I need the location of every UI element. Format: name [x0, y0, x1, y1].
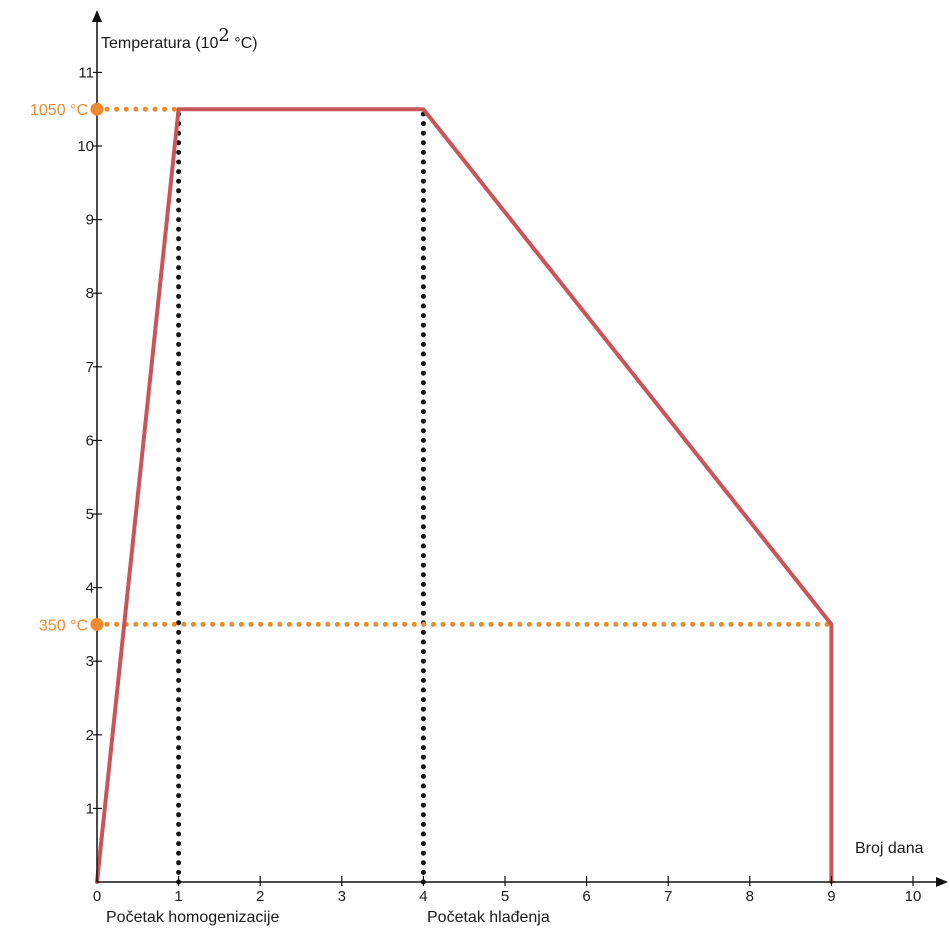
horizontal-marker-label: 1050 °C — [30, 102, 88, 119]
y-tick-label: 6 — [86, 432, 94, 449]
x-tick-label: 2 — [256, 888, 264, 905]
y-axis-title-text: Temperatura (10 — [101, 35, 218, 52]
vertical-marker-label: Početak hlađenja — [427, 909, 550, 926]
x-tick-label: 4 — [419, 888, 427, 905]
y-tick-label: 3 — [86, 653, 94, 670]
y-tick-label: 10 — [77, 138, 94, 155]
series-layer — [95, 107, 834, 884]
axes-layer: 0 1 2 3 4 5 6 7 8 9 10 1 2 3 4 5 6 7 8 9 10 11 — [77, 10, 948, 905]
x-tick-label: 1 — [174, 888, 182, 905]
y-axis-title-unit: °C) — [230, 35, 258, 52]
x-tick-label: 10 — [905, 888, 922, 905]
y-tick-label: 8 — [86, 285, 94, 302]
horizontal-marker-label: 350 °C — [39, 617, 88, 634]
x-tick-label: 6 — [582, 888, 590, 905]
x-tick-label: 0 — [93, 888, 101, 905]
y-tick-label: 4 — [86, 580, 94, 597]
y-tick-label: 1 — [86, 800, 94, 817]
marker-lines-layer — [104, 106, 834, 885]
x-axis-title: Broj dana — [855, 840, 924, 857]
x-tick-label: 8 — [746, 888, 754, 905]
y-tick-label: 7 — [86, 359, 94, 376]
vertical-marker-label: Početak homogenizacije — [106, 909, 280, 926]
annotations-layer: Početak homogenizacije Početak hlađenja10… — [30, 102, 550, 926]
x-tick-label: 5 — [501, 888, 509, 905]
y-axis-title-exponent: 2 — [218, 25, 229, 46]
y-tick-label: 9 — [86, 212, 94, 229]
x-axis-arrow — [936, 877, 948, 887]
y-tick-label: 2 — [86, 727, 94, 744]
y-tick-label: 11 — [78, 64, 94, 81]
y-axis-arrow — [92, 10, 102, 22]
y-tick-label: 5 — [86, 506, 94, 523]
x-tick-label: 3 — [338, 888, 346, 905]
horizontal-marker-dot — [90, 617, 104, 631]
horizontal-marker-dot — [90, 102, 104, 116]
temperature-series-line — [95, 107, 834, 884]
x-tick-label: 7 — [664, 888, 672, 905]
y-axis-title: Temperatura (102 °C) — [101, 25, 258, 52]
x-tick-label: 9 — [827, 888, 835, 905]
